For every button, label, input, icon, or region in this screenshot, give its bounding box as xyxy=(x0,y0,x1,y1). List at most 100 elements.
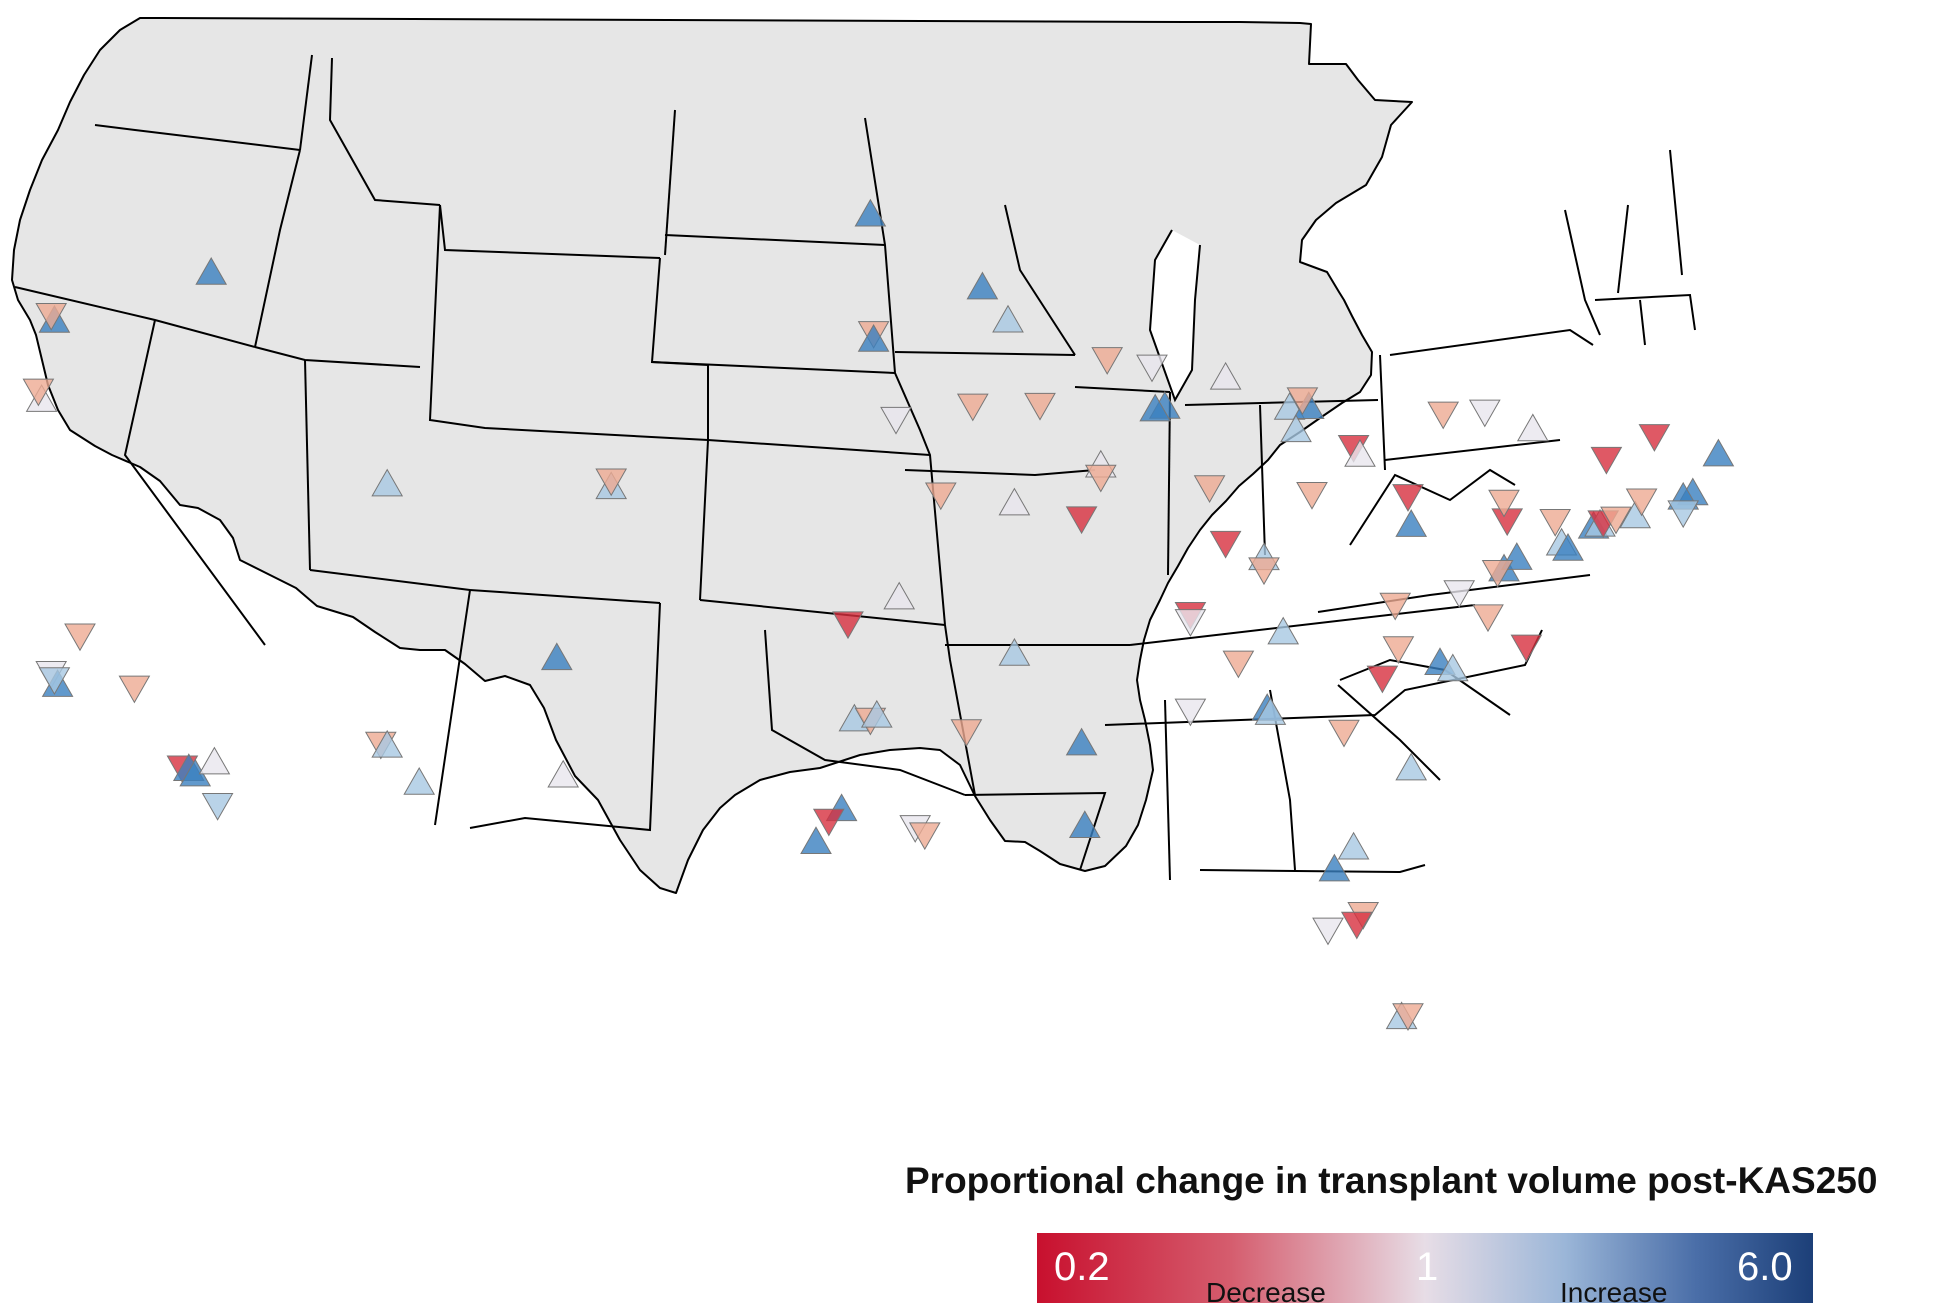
decrease-marker xyxy=(1091,347,1124,375)
decrease-marker xyxy=(1328,719,1360,748)
increase-marker xyxy=(1254,697,1287,725)
decrease-marker xyxy=(1065,506,1098,535)
increase-marker xyxy=(883,581,916,610)
decrease-marker xyxy=(1590,446,1623,475)
border-or-id xyxy=(254,149,301,348)
decrease-marker xyxy=(1491,508,1524,537)
border-pa-ny xyxy=(1389,328,1594,356)
increase-marker xyxy=(1068,810,1101,838)
transplant-center-markers xyxy=(22,198,1735,1032)
decrease-marker xyxy=(956,393,989,422)
border-pa-md xyxy=(1384,439,1561,461)
conus-outline xyxy=(11,17,1413,894)
border-tn-south xyxy=(1104,629,1543,726)
increase-marker xyxy=(998,637,1031,666)
decrease-marker xyxy=(1193,475,1226,504)
border-vt-nh xyxy=(1617,204,1629,294)
decrease-marker xyxy=(1286,387,1319,416)
decrease-marker xyxy=(832,611,864,640)
border-nd-mn xyxy=(864,117,896,374)
decrease-marker xyxy=(1024,392,1056,421)
decrease-marker xyxy=(950,719,983,748)
border-oh-pa xyxy=(1379,354,1386,471)
increase-marker xyxy=(1395,509,1428,537)
increase-marker xyxy=(1516,413,1549,442)
border-ks-ok xyxy=(699,599,946,626)
decrease-marker xyxy=(1340,911,1373,940)
border-mt-wy xyxy=(439,204,661,259)
decrease-marker xyxy=(1209,530,1242,559)
increase-marker xyxy=(1337,831,1370,860)
border-nm-tx xyxy=(469,602,661,832)
decrease-marker xyxy=(1443,580,1476,609)
increase-marker xyxy=(1209,361,1242,390)
border-nv-ut xyxy=(304,359,311,571)
decrease-marker xyxy=(1488,489,1520,518)
increase-marker xyxy=(1344,438,1376,467)
increase-marker xyxy=(1065,727,1098,756)
legend-title: Proportional change in transplant volume… xyxy=(905,1160,1878,1201)
decrease-marker xyxy=(1392,484,1424,512)
decrease-marker xyxy=(595,468,628,497)
colorbar-mid-label: 1 xyxy=(1416,1245,1439,1289)
decrease-marker xyxy=(1392,1003,1424,1032)
increase-marker xyxy=(547,759,580,788)
decrease-marker xyxy=(1382,636,1415,665)
decrease-marker xyxy=(1366,665,1399,694)
increase-marker xyxy=(860,699,893,728)
increase-label: Increase xyxy=(1560,1277,1668,1308)
increase-marker xyxy=(1318,853,1351,882)
conus-land xyxy=(11,17,1413,894)
border-mi-oh-in xyxy=(1184,399,1379,406)
decrease-marker xyxy=(35,303,68,331)
border-ga-sc xyxy=(1337,684,1441,781)
decrease-label: Decrease xyxy=(1206,1277,1326,1308)
decrease-marker xyxy=(924,482,957,511)
border-mo-ok-ar xyxy=(944,624,976,796)
increase-marker xyxy=(1280,414,1312,443)
decrease-marker xyxy=(1468,399,1501,428)
border-al-ga xyxy=(1269,689,1296,871)
increase-marker xyxy=(1552,532,1584,561)
decrease-marker xyxy=(1667,500,1700,529)
decrease-marker xyxy=(38,667,71,695)
decrease-marker xyxy=(1084,464,1117,493)
increase-marker xyxy=(371,468,404,497)
increase-marker xyxy=(998,487,1031,516)
increase-marker xyxy=(1436,653,1469,682)
decrease-marker xyxy=(1379,592,1412,621)
border-wy-ut-co xyxy=(428,204,709,441)
border-wv-va xyxy=(1349,468,1516,546)
border-ms-al xyxy=(1164,699,1171,881)
increase-marker xyxy=(1267,616,1300,645)
border-ga-fl xyxy=(1199,864,1426,874)
increase-marker xyxy=(1139,393,1172,422)
border-ne-ks xyxy=(707,439,931,456)
decrease-marker xyxy=(1136,354,1168,383)
border-ky-tn xyxy=(1129,604,1476,646)
border-sd-ne xyxy=(651,361,896,374)
decrease-marker xyxy=(1638,424,1671,452)
decrease-marker xyxy=(118,675,151,704)
border-mn-ia xyxy=(894,351,1076,356)
border-wa-id xyxy=(299,54,313,151)
increase-marker xyxy=(195,256,228,285)
decrease-marker xyxy=(201,793,234,821)
increase-marker xyxy=(966,271,999,300)
border-ma-ct-ri xyxy=(1594,293,1696,331)
border-va-nc xyxy=(1317,574,1591,613)
decrease-marker xyxy=(908,822,941,851)
colorbar-max-label: 6.0 xyxy=(1737,1245,1793,1289)
decrease-marker xyxy=(1481,559,1514,588)
decrease-marker xyxy=(1427,401,1460,430)
decrease-marker xyxy=(1539,508,1572,537)
border-ct-ri xyxy=(1639,299,1646,346)
increase-marker xyxy=(854,198,887,227)
decrease-marker xyxy=(1222,650,1255,679)
border-nh-me xyxy=(1669,149,1683,276)
border-mt-nd xyxy=(664,109,676,256)
increase-marker xyxy=(371,729,404,758)
increase-marker xyxy=(1395,752,1428,781)
decrease-marker xyxy=(1174,698,1207,727)
